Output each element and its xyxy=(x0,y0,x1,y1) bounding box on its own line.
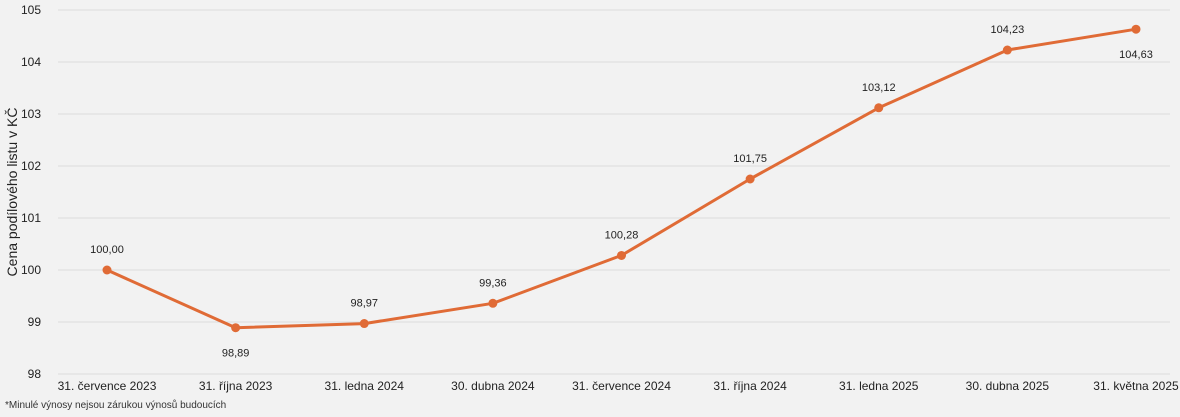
y-tick-label: 100 xyxy=(21,263,41,277)
x-tick-label: 31. července 2023 xyxy=(58,379,157,393)
data-point xyxy=(102,265,112,275)
x-tick-label: 31. července 2024 xyxy=(572,379,671,393)
data-point xyxy=(617,250,626,260)
x-tick-label: 30. dubna 2024 xyxy=(451,379,535,393)
data-point xyxy=(745,174,755,184)
data-point xyxy=(874,103,884,113)
gridlines xyxy=(58,9,1170,375)
data-label: 99,36 xyxy=(479,277,507,289)
disclaimer-footnote: *Minulé výnosy nejsou zárukou výnosů bud… xyxy=(5,400,227,411)
data-point xyxy=(231,323,241,333)
data-point xyxy=(359,319,369,329)
series-line xyxy=(105,27,1138,330)
y-tick-label: 103 xyxy=(21,107,41,121)
x-tick-label: 31. října 2023 xyxy=(199,379,273,393)
x-axis: 31. července 2023 31. října 2023 31. ledna… xyxy=(58,379,1179,393)
y-tick-label: 105 xyxy=(21,3,41,17)
data-label: 98,89 xyxy=(222,348,250,360)
data-label: 100,28 xyxy=(605,229,639,241)
y-tick-label: 104 xyxy=(21,55,41,69)
y-tick-label: 99 xyxy=(28,315,42,329)
y-tick-label: 102 xyxy=(21,159,41,173)
data-point xyxy=(488,298,498,308)
data-labels: 100,00 98,89 98,97 99,36 100,28 101,75 103,12 1… xyxy=(90,24,1153,360)
y-axis-title: Cena podílového listu v KČ xyxy=(4,108,20,277)
x-tick-label: 31. ledna 2024 xyxy=(325,379,405,393)
x-tick-label: 30. dubna 2025 xyxy=(966,379,1050,393)
y-tick-label: 101 xyxy=(21,211,41,225)
data-label: 101,75 xyxy=(733,153,767,165)
data-label: 98,97 xyxy=(350,298,378,310)
x-tick-label: 31. května 2025 xyxy=(1093,379,1179,393)
y-tick-label: 98 xyxy=(28,367,42,381)
data-points xyxy=(102,24,1141,333)
x-tick-label: 31. ledna 2025 xyxy=(839,379,919,393)
x-tick-label: 31. října 2024 xyxy=(713,379,787,393)
data-label: 103,12 xyxy=(862,82,896,94)
data-label: 100,00 xyxy=(90,244,124,256)
data-point xyxy=(1131,24,1141,34)
y-axis: 98 99 100 101 102 103 104 105 xyxy=(21,3,41,381)
data-point xyxy=(1002,45,1012,55)
data-label: 104,63 xyxy=(1119,49,1153,61)
data-label: 104,23 xyxy=(991,24,1025,36)
